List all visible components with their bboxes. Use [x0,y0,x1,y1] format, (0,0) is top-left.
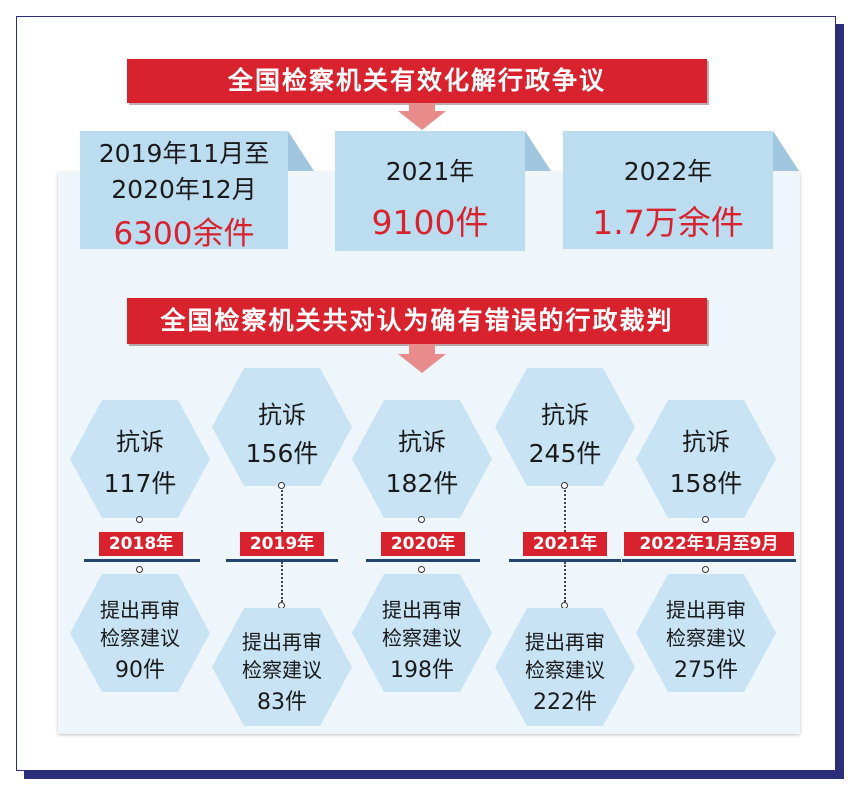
rec-line2-2018: 检察建议 [100,626,180,650]
appeal-title-2018: 抗诉 [116,428,164,456]
tab-2021-year: 2021年 [385,157,475,186]
connector-line-2021-a [564,490,566,532]
rec-line1-2019: 提出再审 [242,630,322,654]
rec-hex-2019 [212,608,352,726]
rec-line1-2021: 提出再审 [525,630,605,654]
connector-dot-2018-a [136,516,143,523]
appeal-title-2019: 抗诉 [258,401,306,429]
rec-count-2019: 83件 [257,690,307,715]
appeal-count-2021: 245件 [528,439,602,468]
tab-2019-2020-value: 6300余件 [113,216,255,252]
year-underline-2020 [366,559,480,562]
mid-banner: 全国检察机关共对认为确有错误的行政裁判 [127,298,707,344]
rec-line1-2022: 提出再审 [666,598,746,622]
top-banner: 全国检察机关有效化解行政争议 [127,59,707,103]
appeal-title-2022: 抗诉 [682,428,730,456]
appeal-count-2022: 158件 [669,469,743,498]
tab-2022-value: 1.7万余件 [592,203,744,242]
connector-dot-2020-a [418,516,425,523]
rec-count-2018: 90件 [115,658,165,683]
appeal-hex-2020 [352,400,492,518]
appeal-title-2021: 抗诉 [541,401,589,429]
rec-line2-2022: 检察建议 [666,626,746,650]
tab-2019-2020-line1: 2019年11月至 [98,139,270,168]
connector-dot-2018-b [136,566,143,573]
connector-dot-2022-a [702,516,709,523]
appeal-count-2020: 182件 [385,469,459,498]
rec-count-2022: 275件 [674,658,738,683]
appeal-hex-2021 [495,368,635,486]
rec-hex-2021 [495,608,635,726]
down-arrow-mid-stem [409,344,435,354]
year-underline-2018 [84,559,200,562]
rec-hex-2022 [636,574,776,692]
appeal-count-2018: 117件 [103,469,177,498]
year-label-2018: 2018年 [99,532,183,556]
connector-dot-2022-b [702,566,709,573]
year-underline-2019 [226,559,338,562]
appeal-hex-2022 [636,400,776,518]
rec-line2-2021: 检察建议 [525,658,605,682]
appeal-count-2019: 156件 [245,439,319,468]
year-label-2019: 2019年 [240,532,324,556]
connector-dot-2019-a [278,482,285,489]
connector-dot-2020-b [418,566,425,573]
appeal-title-2020: 抗诉 [398,428,446,456]
rec-count-2020: 198件 [390,658,454,683]
tab-2021-value: 9100件 [371,203,489,242]
down-arrow-top [398,111,446,130]
year-label-2020: 2020年 [381,532,465,556]
down-arrow-mid [398,354,446,373]
appeal-hex-2019 [212,368,352,486]
rec-hex-2018 [70,574,210,692]
rec-line2-2020: 检察建议 [382,626,462,650]
connector-line-2019-b [281,562,283,602]
tab-2019-2020-line2: 2020年12月 [111,175,257,204]
rec-line1-2020: 提出再审 [382,598,462,622]
down-arrow-top-stem [409,103,435,111]
connector-dot-2021-a [561,482,568,489]
rec-hex-2020 [352,574,492,692]
connector-line-2021-b [564,562,566,602]
year-underline-2021 [509,559,621,562]
rec-count-2021: 222件 [533,690,597,715]
rec-line2-2019: 检察建议 [242,658,322,682]
connector-line-2019-a [281,490,283,532]
year-underline-2022 [622,559,796,562]
tab-2022-year: 2022年 [623,157,713,186]
year-label-2021: 2021年 [523,532,607,556]
rec-line1-2018: 提出再审 [100,598,180,622]
year-label-2022: 2022年1月至9月 [624,532,794,556]
appeal-hex-2018 [70,400,210,518]
